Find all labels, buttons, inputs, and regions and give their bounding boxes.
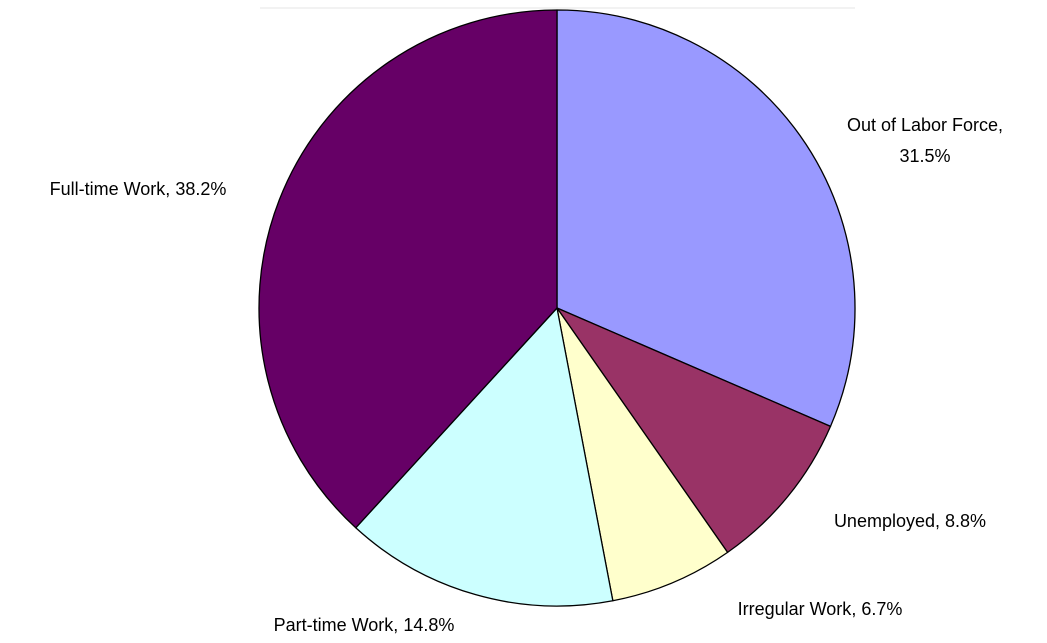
category-label: Full-time Work	[50, 179, 167, 199]
pie-slice	[556, 307, 832, 553]
pie-slice	[556, 9, 856, 427]
value-label: 38.2%	[175, 179, 226, 199]
value-label: 6.7%	[861, 599, 902, 619]
category-label: Part-time Work	[274, 615, 395, 635]
value-label: 31.5%	[899, 146, 950, 166]
data-label: Unemployed, 8.8%	[834, 511, 986, 531]
category-label: Unemployed	[834, 511, 935, 531]
pie-slice	[258, 9, 558, 529]
pie-slice	[355, 307, 614, 607]
data-label: Out of Labor Force, 31.5%	[847, 115, 1003, 166]
data-label: Part-time Work, 14.8%	[274, 615, 455, 635]
pie	[258, 9, 856, 607]
data-label: Irregular Work, 6.7%	[738, 599, 903, 619]
pie-slice	[556, 307, 729, 602]
value-label: 8.8%	[945, 511, 986, 531]
data-label: Full-time Work, 38.2%	[50, 179, 227, 199]
category-label: Out of Labor Force	[847, 115, 998, 135]
category-label: Irregular Work	[738, 599, 853, 619]
value-label: 14.8%	[403, 615, 454, 635]
